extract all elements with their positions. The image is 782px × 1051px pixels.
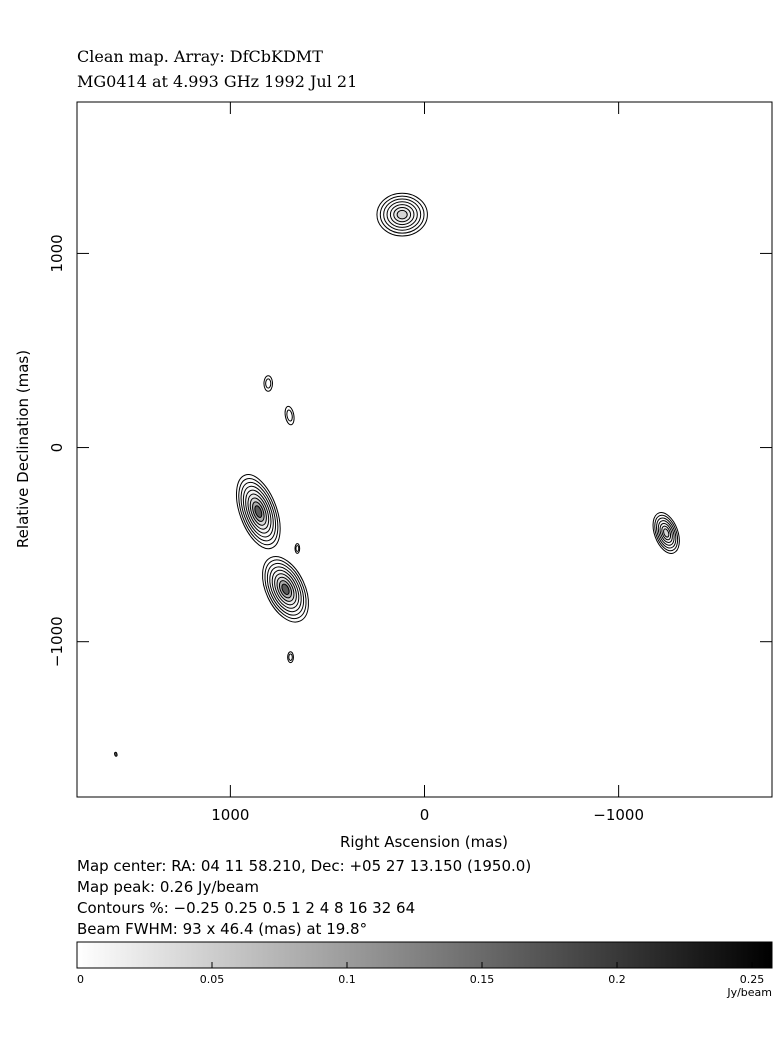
contour [295,545,300,552]
colorbar-label: Jy/beam [726,986,772,999]
note: Beam FWHM: 93 x 46.4 (mas) at 19.8° [77,920,367,938]
chart-title: Clean map. Array: DfCbKDMT [77,47,323,66]
contour [288,653,293,661]
note: Map peak: 0.26 Jy/beam [77,878,259,896]
x-axis-label: Right Ascension (mas) [340,833,508,851]
colorbar-tick-label: 0.2 [608,973,626,986]
x-tick-label: 1000 [211,806,249,824]
colorbar-tick-label: 0.15 [470,973,495,986]
y-tick-label: −1000 [48,616,66,667]
colorbar [76,941,773,969]
colorbar-tick-label: 0.05 [200,973,225,986]
note: Map center: RA: 04 11 58.210, Dec: +05 2… [77,857,531,875]
contour [286,409,293,422]
x-tick-label: −1000 [593,806,644,824]
contour [265,378,272,389]
note: Contours %: −0.25 0.25 0.5 1 2 4 8 16 32… [77,899,415,917]
contour [396,209,408,220]
contour [663,528,670,538]
x-tick-label: 0 [420,806,430,824]
contour [254,505,263,518]
colorbar-tick-label: 0 [77,973,84,986]
colorbar-tick-label: 0.1 [338,973,356,986]
colorbar-tick-label: 0.25 [740,973,765,986]
y-tick-label: 1000 [48,234,66,272]
contour [281,583,290,595]
chart-subtitle: MG0414 at 4.993 GHz 1992 Jul 21 [77,72,357,91]
beam [114,751,118,757]
y-tick-label: 0 [48,443,66,453]
y-axis-label: Relative Declination (mas) [14,350,32,548]
